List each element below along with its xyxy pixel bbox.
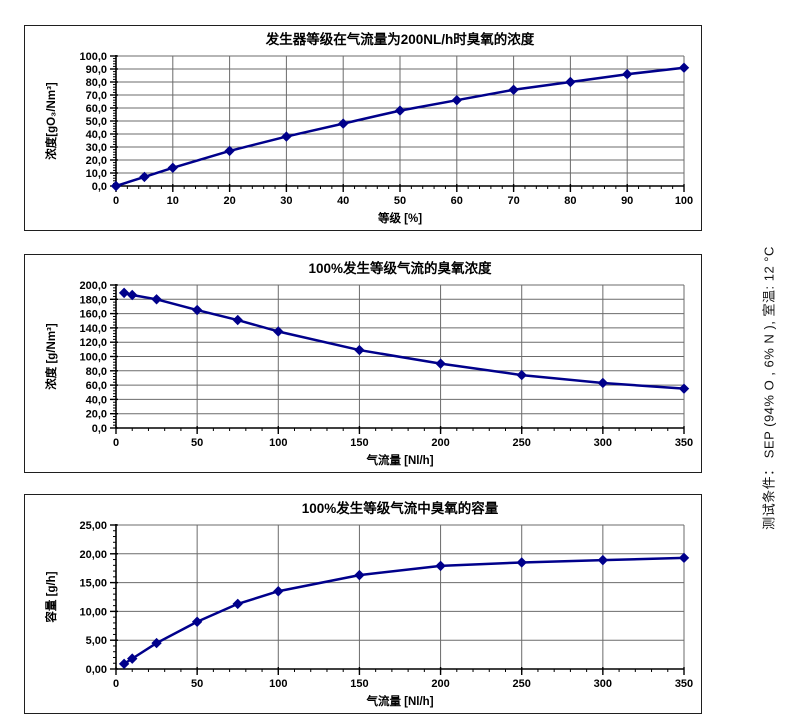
svg-text:150: 150 (350, 437, 368, 449)
svg-text:40: 40 (337, 195, 349, 207)
svg-text:60,0: 60,0 (86, 380, 107, 392)
svg-text:250: 250 (513, 437, 531, 449)
svg-text:100%发生等级气流的臭氧浓度: 100%发生等级气流的臭氧浓度 (308, 260, 492, 276)
svg-text:70: 70 (507, 195, 519, 207)
svg-text:120,0: 120,0 (79, 337, 107, 349)
svg-text:350: 350 (675, 437, 693, 449)
svg-text:浓度 [g/Nm³]: 浓度 [g/Nm³] (44, 323, 58, 390)
svg-text:0: 0 (113, 437, 119, 449)
svg-text:200: 200 (431, 678, 449, 690)
svg-text:90: 90 (621, 195, 633, 207)
svg-text:浓度[gO₃/Nm³]: 浓度[gO₃/Nm³] (44, 82, 58, 160)
chart-panel-concentration-vs-flow: 0 50 100 150 200 250 300 350 0,0 20,0 40,0 60,0 80,0… (24, 254, 702, 473)
svg-text:140,0: 140,0 (79, 323, 107, 335)
svg-text:15,00: 15,00 (79, 578, 107, 590)
svg-text:气流量 [Nl/h]: 气流量 [Nl/h] (365, 694, 433, 708)
chart-3-svg: 0 50 100 150 200 250 300 350 0,00 5,00 10,00 15,00 2… (44, 500, 693, 708)
svg-text:150: 150 (350, 678, 368, 690)
svg-text:发生器等级在气流量为200NL/h时臭氧的浓度: 发生器等级在气流量为200NL/h时臭氧的浓度 (265, 31, 535, 47)
svg-text:90,0: 90,0 (86, 64, 107, 76)
chart-2-svg: 0 50 100 150 200 250 300 350 0,0 20,0 40,0 60,0 80,0… (44, 260, 693, 467)
svg-text:60: 60 (451, 195, 463, 207)
svg-text:70,0: 70,0 (86, 90, 107, 102)
svg-text:50,0: 50,0 (86, 116, 107, 128)
svg-text:100,0: 100,0 (79, 51, 107, 63)
svg-text:300: 300 (594, 437, 612, 449)
svg-text:10,00: 10,00 (79, 606, 107, 618)
svg-text:350: 350 (675, 678, 693, 690)
svg-text:20: 20 (223, 195, 235, 207)
svg-text:气流量 [Nl/h]: 气流量 [Nl/h] (365, 453, 433, 467)
chart-panel-ozone-concentration-vs-level: 0 10 20 30 40 50 60 70 80 90 100 0,0 10,0 20,0 30,0 40,… (24, 25, 702, 231)
svg-text:100%发生等级气流中臭氧的容量: 100%发生等级气流中臭氧的容量 (302, 500, 499, 516)
svg-text:容量 [g/h]: 容量 [g/h] (44, 571, 58, 623)
svg-text:0,0: 0,0 (92, 423, 107, 435)
svg-text:0,0: 0,0 (92, 181, 107, 193)
svg-text:200,0: 200,0 (79, 280, 107, 292)
svg-text:180,0: 180,0 (79, 294, 107, 306)
svg-text:等级 [%]: 等级 [%] (377, 211, 422, 225)
svg-text:80,0: 80,0 (86, 77, 107, 89)
chart-panel-capacity-vs-flow: 0 50 100 150 200 250 300 350 0,00 5,00 10,00 15,00 2… (24, 494, 702, 714)
svg-text:25,00: 25,00 (79, 520, 107, 532)
svg-text:20,00: 20,00 (79, 549, 107, 561)
svg-text:100: 100 (269, 678, 287, 690)
svg-text:0: 0 (113, 678, 119, 690)
svg-text:50: 50 (191, 437, 203, 449)
svg-text:30,0: 30,0 (86, 142, 107, 154)
svg-text:100,0: 100,0 (79, 352, 107, 364)
svg-text:100: 100 (269, 437, 287, 449)
svg-text:80,0: 80,0 (86, 366, 107, 378)
test-conditions-note: 测试条件： SEP (94% O , 6% N ), 室温: 12 °C (761, 246, 777, 530)
svg-text:100: 100 (675, 195, 693, 207)
svg-text:80: 80 (564, 195, 576, 207)
svg-text:40,0: 40,0 (86, 394, 107, 406)
svg-text:200: 200 (431, 437, 449, 449)
svg-text:160,0: 160,0 (79, 309, 107, 321)
svg-text:40,0: 40,0 (86, 129, 107, 141)
svg-text:50: 50 (191, 678, 203, 690)
svg-text:5,00: 5,00 (86, 635, 107, 647)
svg-text:300: 300 (594, 678, 612, 690)
svg-text:20,0: 20,0 (86, 155, 107, 167)
svg-text:10: 10 (167, 195, 179, 207)
svg-text:50: 50 (394, 195, 406, 207)
svg-text:0: 0 (113, 195, 119, 207)
svg-text:0,00: 0,00 (86, 664, 107, 676)
svg-text:10,0: 10,0 (86, 168, 107, 180)
svg-text:250: 250 (513, 678, 531, 690)
svg-text:20,0: 20,0 (86, 409, 107, 421)
svg-text:60,0: 60,0 (86, 103, 107, 115)
svg-text:30: 30 (280, 195, 292, 207)
chart-1-svg: 0 10 20 30 40 50 60 70 80 90 100 0,010,020,030,040,… (44, 31, 693, 225)
